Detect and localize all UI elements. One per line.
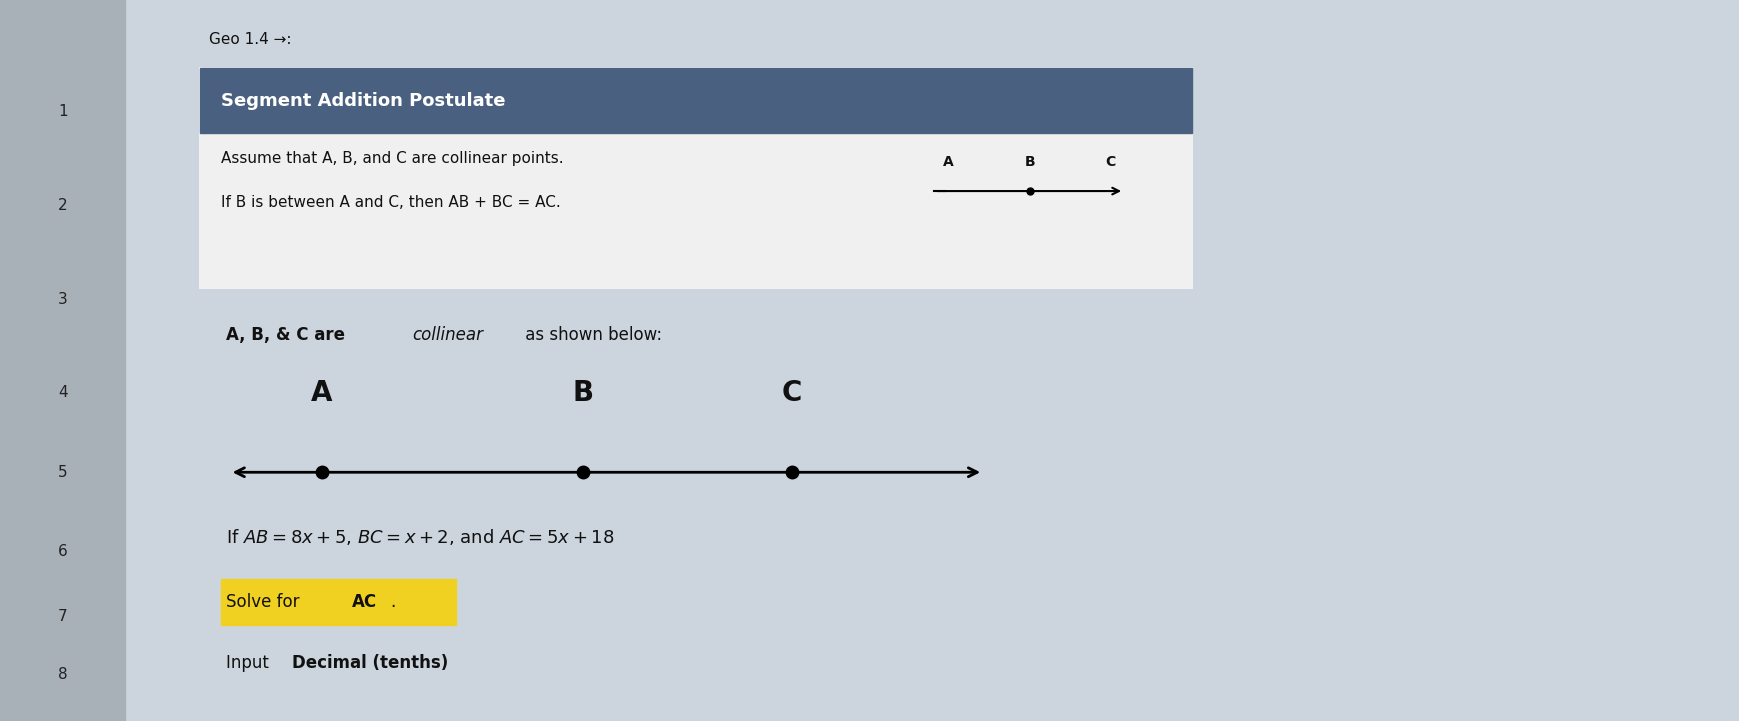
- Text: 6: 6: [57, 544, 68, 559]
- Text: A: A: [943, 155, 953, 169]
- Text: Assume that A, B, and C are collinear points.: Assume that A, B, and C are collinear po…: [221, 151, 563, 167]
- Text: Geo 1.4 →:: Geo 1.4 →:: [209, 32, 290, 47]
- Bar: [200, 68, 1191, 133]
- Text: 4: 4: [57, 386, 68, 400]
- Bar: [0, 0, 125, 721]
- Text: C: C: [781, 379, 802, 407]
- Bar: [200, 68, 1191, 288]
- Text: A: A: [311, 379, 332, 407]
- Text: 7: 7: [57, 609, 68, 624]
- Text: Input: Input: [226, 655, 275, 672]
- Text: A, B, & C are: A, B, & C are: [226, 327, 351, 344]
- Text: 5: 5: [57, 465, 68, 479]
- Text: Solve for: Solve for: [226, 593, 304, 611]
- Text: If $AB = 8x + 5$, $BC = x + 2$, and $AC = 5x + 18$: If $AB = 8x + 5$, $BC = x + 2$, and $AC …: [226, 527, 614, 547]
- Text: B: B: [572, 379, 593, 407]
- Text: collinear: collinear: [412, 327, 483, 344]
- Text: as shown below:: as shown below:: [520, 327, 663, 344]
- Text: 1: 1: [57, 105, 68, 119]
- Text: 2: 2: [57, 198, 68, 213]
- Text: If B is between A and C, then AB + BC = AC.: If B is between A and C, then AB + BC = …: [221, 195, 560, 210]
- Text: AC: AC: [351, 593, 376, 611]
- Text: C: C: [1104, 155, 1115, 169]
- Text: .: .: [390, 593, 395, 611]
- Text: 3: 3: [57, 292, 68, 306]
- Bar: [221, 578, 456, 625]
- Text: Decimal (tenths): Decimal (tenths): [292, 655, 449, 672]
- Text: Segment Addition Postulate: Segment Addition Postulate: [221, 92, 506, 110]
- Text: 8: 8: [57, 667, 68, 681]
- Text: B: B: [1024, 155, 1035, 169]
